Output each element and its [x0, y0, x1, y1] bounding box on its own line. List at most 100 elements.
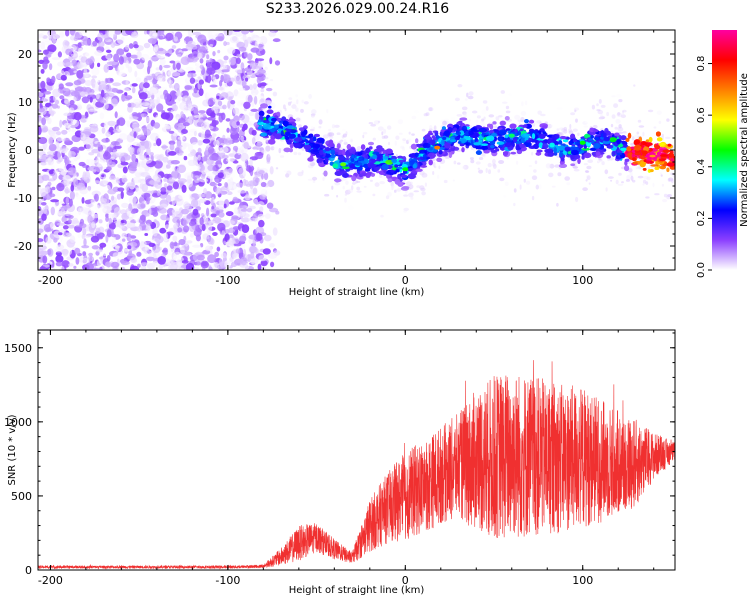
heatmap-cell [62, 225, 69, 230]
heatmap-cell [105, 92, 115, 98]
heatmap-cell [38, 185, 42, 191]
heatmap-cell [78, 47, 84, 53]
heatmap-cell [429, 125, 433, 130]
heatmap-cell [287, 101, 292, 106]
heatmap-cell [268, 139, 276, 145]
heatmap-cell [244, 67, 252, 72]
heatmap-cell [586, 165, 592, 170]
heatmap-cell [184, 172, 194, 180]
heatmap-cell [381, 175, 386, 180]
heatmap-cell [243, 141, 249, 149]
heatmap-cell [152, 261, 159, 266]
heatmap-cell [181, 147, 185, 152]
heatmap-cell [160, 187, 167, 193]
heatmap-cell [257, 213, 265, 218]
heatmap-cell [49, 133, 59, 138]
heatmap-cell [242, 248, 247, 258]
heatmap-cell [301, 99, 304, 104]
heatmap-cell [241, 224, 250, 234]
heatmap-cell [463, 112, 467, 118]
heatmap-cell [394, 189, 397, 193]
heatmap-cell [256, 201, 265, 209]
heatmap-cell [665, 136, 671, 139]
heatmap-cell [68, 263, 74, 267]
heatmap-cell [387, 141, 391, 146]
heatmap-cell [117, 187, 125, 192]
heatmap-cell [81, 245, 90, 249]
heatmap-cell [193, 177, 197, 181]
heatmap-cell [183, 225, 190, 233]
heatmap-cell [406, 181, 412, 187]
heatmap-cell [140, 102, 150, 106]
heatmap-cell [628, 160, 632, 164]
heatmap-cell [185, 43, 194, 51]
heatmap-cell [402, 146, 405, 151]
heatmap-cell [91, 221, 96, 229]
heatmap-cell [482, 100, 488, 104]
heatmap-cell [236, 121, 240, 126]
heatmap-cell [604, 169, 609, 175]
heatmap-cell [232, 196, 238, 202]
heatmap-cell [514, 114, 521, 120]
heatmap-cell [214, 53, 221, 58]
heatmap-cell [51, 103, 59, 109]
heatmap-cell [213, 139, 220, 147]
heatmap-cell [259, 193, 266, 200]
heatmap-cell [369, 108, 373, 113]
heatmap-cell [38, 66, 43, 70]
heatmap-cell [38, 34, 43, 39]
heatmap-cell [93, 143, 102, 148]
heatmap-cell [192, 31, 202, 36]
heatmap-cell [148, 30, 153, 37]
heatmap-cell [215, 187, 222, 195]
heatmap-cell [183, 142, 190, 147]
heatmap-cell [165, 32, 174, 41]
heatmap-cell [139, 183, 145, 190]
heatmap-cell [101, 138, 111, 143]
heatmap-cell [70, 159, 74, 167]
heatmap-cell [106, 229, 112, 238]
heatmap-cell [564, 176, 570, 181]
heatmap-cell [266, 87, 273, 92]
heatmap-cell [513, 202, 516, 207]
heatmap-cell [535, 151, 542, 156]
heatmap-cell [218, 258, 224, 267]
heatmap-cell [78, 161, 86, 167]
heatmap-cell [181, 129, 188, 134]
heatmap-cell [478, 169, 484, 174]
heatmap-cell [115, 177, 120, 184]
heatmap-cell [600, 104, 606, 108]
heatmap-cell [74, 247, 81, 255]
heatmap-cell [98, 256, 105, 260]
heatmap-cell [244, 51, 248, 58]
heatmap-cell [41, 127, 49, 133]
heatmap-cell [610, 123, 614, 128]
heatmap-cell [653, 126, 657, 129]
heatmap-cell [158, 153, 165, 161]
heatmap-cell [96, 92, 100, 100]
heatmap-cell [370, 123, 377, 127]
heatmap-cell [241, 217, 250, 223]
heatmap-cell [38, 42, 41, 51]
heatmap-cell [217, 172, 224, 179]
heatmap-cell [453, 160, 457, 165]
heatmap-cell [56, 105, 60, 109]
heatmap-cell [106, 61, 114, 66]
heatmap-cell [38, 49, 42, 53]
heatmap-cell [221, 69, 230, 73]
heatmap-cell [597, 160, 600, 164]
heatmap-cell [77, 103, 82, 110]
heatmap-cell [120, 236, 127, 243]
heatmap-cell [199, 64, 204, 70]
heatmap-cell [255, 152, 264, 159]
heatmap-cell [170, 160, 180, 165]
heatmap-cell [163, 64, 171, 69]
heatmap-cell [193, 107, 199, 115]
heatmap-cell [125, 60, 130, 69]
heatmap-cell [209, 84, 218, 88]
heatmap-cell [48, 136, 54, 146]
heatmap-cell [107, 188, 117, 195]
heatmap-cell [222, 60, 228, 64]
heatmap-cell [450, 116, 455, 121]
heatmap-cell [44, 96, 51, 102]
